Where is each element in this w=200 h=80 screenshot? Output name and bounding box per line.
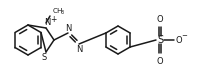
Text: 3: 3: [60, 10, 63, 15]
Text: CH: CH: [53, 8, 63, 14]
Text: O: O: [156, 14, 162, 24]
Text: N: N: [44, 18, 50, 26]
Text: N: N: [75, 44, 82, 54]
Text: O: O: [175, 36, 181, 44]
Text: N: N: [64, 24, 71, 32]
Text: S: S: [156, 35, 162, 45]
Text: S: S: [41, 52, 46, 62]
Text: −: −: [180, 33, 186, 39]
Text: O: O: [156, 56, 162, 66]
Text: +: +: [50, 14, 56, 24]
